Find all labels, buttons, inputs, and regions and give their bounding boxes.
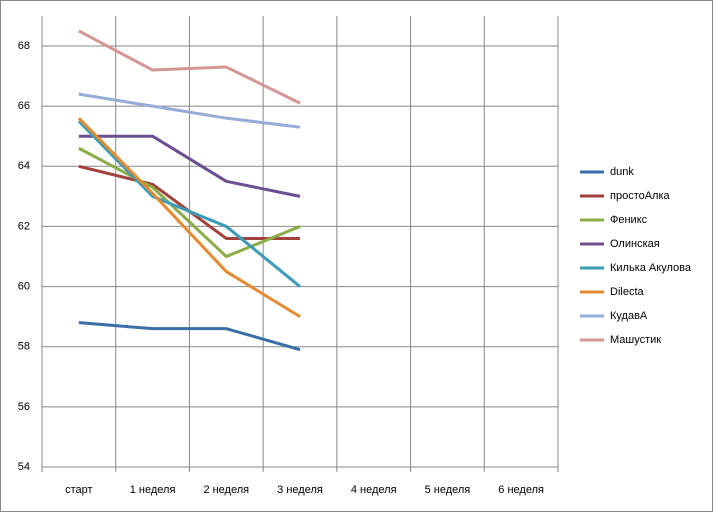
legend-label: Феникс — [610, 214, 648, 226]
series-line — [78, 321, 301, 352]
series-line — [77, 117, 301, 318]
y-tick-label: 66 — [18, 100, 30, 112]
x-tick-label: 4 неделя — [351, 484, 397, 496]
legend-label: Машустик — [610, 334, 661, 346]
x-tick-label: 2 неделя — [203, 484, 249, 496]
y-tick-label: 68 — [18, 40, 30, 52]
legend-label: Dilecta — [610, 286, 645, 298]
y-tick-label: 54 — [18, 461, 30, 473]
x-tick-label: 1 неделя — [130, 484, 176, 496]
series-line — [78, 146, 301, 258]
y-tick-label: 62 — [18, 220, 30, 232]
y-tick-label: 64 — [18, 160, 30, 172]
legend-label: КудавА — [610, 310, 648, 322]
x-tick-label: 6 неделя — [498, 484, 544, 496]
x-tick-label: старт — [65, 484, 92, 496]
legend-label: dunk — [610, 166, 634, 178]
x-tick-label: 3 неделя — [277, 484, 323, 496]
legend-label: Олинская — [610, 238, 660, 250]
series-line — [78, 134, 301, 198]
series-line — [78, 92, 301, 129]
legend-label: Килька Акулова — [610, 262, 692, 274]
x-tick-label: 5 неделя — [425, 484, 471, 496]
y-tick-label: 56 — [18, 401, 30, 413]
series-line — [78, 29, 301, 105]
y-tick-label: 60 — [18, 280, 30, 292]
y-tick-label: 58 — [18, 341, 30, 353]
legend-label: простоАлка — [610, 190, 671, 202]
series-line — [77, 120, 301, 288]
